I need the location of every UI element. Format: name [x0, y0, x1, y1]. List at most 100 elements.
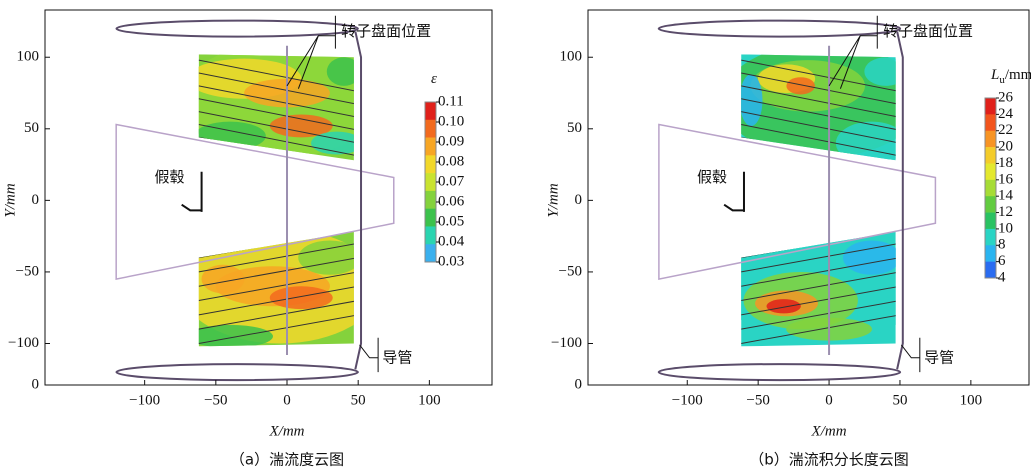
colorbar-cell [425, 119, 436, 138]
colorbar-symbol: ε [431, 71, 437, 87]
colorbar-unit: /mm [1005, 67, 1031, 83]
streamline [741, 72, 896, 105]
colorbar-cell [985, 196, 996, 213]
x-tick-label: 50 [892, 392, 907, 408]
colorbar-tick-label: 0.04 [438, 233, 465, 249]
y-tick-label: 0 [32, 192, 40, 208]
streamline [741, 59, 896, 93]
axes-frame [587, 9, 1030, 386]
x-axis-label: X/mm [269, 423, 305, 439]
x-axis-label: X/mm [811, 423, 847, 439]
colorbar-tick-label: 0.06 [438, 193, 465, 209]
hub-label: 假毂 [697, 168, 727, 186]
duct-leader [359, 337, 379, 373]
duct-lip [657, 19, 902, 38]
streamline [741, 124, 896, 157]
hub [658, 123, 937, 281]
colorbar-frame [984, 97, 997, 279]
colorbar-title: Lu/mm [990, 67, 1031, 85]
duct-lip [115, 363, 359, 382]
y-tick-label: −100 [8, 335, 39, 351]
streamline [198, 300, 354, 330]
contour-blob [786, 77, 816, 95]
colorbar-tick-label: 4 [998, 269, 1006, 285]
corner-label: 0 [575, 376, 583, 392]
colorbar-cell [985, 98, 996, 115]
colorbar-cell [985, 147, 996, 164]
colorbar-tick-label: 0.10 [438, 113, 464, 129]
x-tick-label: −50 [746, 392, 769, 408]
caption: （a）湍流度云图 [230, 451, 344, 469]
contour-blob [864, 57, 896, 86]
colorbar-tick-label: 14 [998, 188, 1014, 204]
colorbar-cell [985, 261, 996, 279]
contour-blob [835, 121, 896, 165]
colorbar-tick-label: 16 [998, 171, 1014, 187]
hub-leader [723, 171, 745, 212]
streamline [198, 85, 354, 118]
y-tick-label: 100 [17, 49, 40, 65]
x-tick-label: 0 [825, 392, 833, 408]
duct-leader [900, 337, 921, 373]
colorbar-cell [425, 173, 436, 192]
contour-blob [298, 240, 354, 275]
colorbar-symbol: L [990, 67, 999, 83]
colorbar-cell [425, 102, 436, 121]
colorbar-cell [425, 155, 436, 174]
streamline [741, 271, 896, 302]
contour-blob [741, 74, 763, 126]
colorbar-tick-label: 18 [998, 155, 1013, 171]
colorbar-tick-label: 6 [998, 253, 1006, 269]
colorbar-cell [985, 228, 996, 246]
colorbar-cell [425, 244, 436, 263]
streamline [741, 257, 896, 287]
rotor-leader [828, 15, 878, 89]
streamline [198, 98, 354, 131]
contour-blob [269, 114, 333, 138]
hub-leader [181, 171, 203, 212]
y-tick-label: 100 [560, 49, 583, 65]
y-tick-label: 50 [567, 120, 582, 136]
axes-frame [44, 9, 493, 386]
duct-wall [354, 31, 363, 370]
streamline [198, 124, 354, 157]
colorbar-cell [425, 190, 436, 209]
streamline [198, 59, 354, 93]
streamline [741, 300, 896, 330]
rotor-leader [286, 15, 336, 89]
contour-blob [198, 324, 273, 347]
y-tick-label: −50 [559, 263, 582, 279]
streamline [741, 85, 896, 118]
colorbar-tick-label: 10 [998, 220, 1013, 236]
contour-blob [201, 264, 245, 294]
panel: −100 −50 0 50 100 100 50 0 −50 −100 0 X/mm Y/mm （a）湍流… [2, 9, 493, 469]
colorbar-cell [425, 226, 436, 245]
x-tick-label: 100 [418, 392, 441, 408]
duct-wall [896, 31, 904, 370]
y-axis-label: Y/mm [2, 183, 18, 217]
corner-label: 0 [32, 376, 40, 392]
streamline [741, 285, 896, 316]
contour-blob [843, 240, 896, 275]
colorbar-tick-label: 0.05 [438, 213, 464, 229]
colorbar-cell [985, 245, 996, 262]
duct-label: 导管 [924, 348, 954, 366]
colorbar-cell [985, 163, 996, 181]
y-tick-label: 50 [24, 120, 39, 136]
streamline [198, 271, 354, 302]
colorbar-title: ε [431, 71, 437, 87]
rotor-label: 转子盘面位置 [341, 22, 431, 40]
duct-label: 导管 [382, 348, 412, 366]
colorbar-tick-label: 0.07 [438, 173, 465, 189]
colorbar-tick-label: 8 [998, 237, 1006, 253]
colorbar-tick-label: 26 [998, 89, 1014, 105]
colorbar-tick-label: 12 [998, 204, 1013, 220]
colorbar-subscript: u [999, 74, 1005, 86]
y-tick-label: −50 [16, 263, 39, 279]
x-tick-label: −100 [129, 392, 160, 408]
colorbar-cell [985, 130, 996, 148]
colorbar-tick-label: 0.09 [438, 133, 464, 149]
colorbar-tick-label: 24 [998, 106, 1014, 122]
y-tick-label: 0 [575, 192, 583, 208]
x-tick-label: 50 [351, 392, 366, 408]
